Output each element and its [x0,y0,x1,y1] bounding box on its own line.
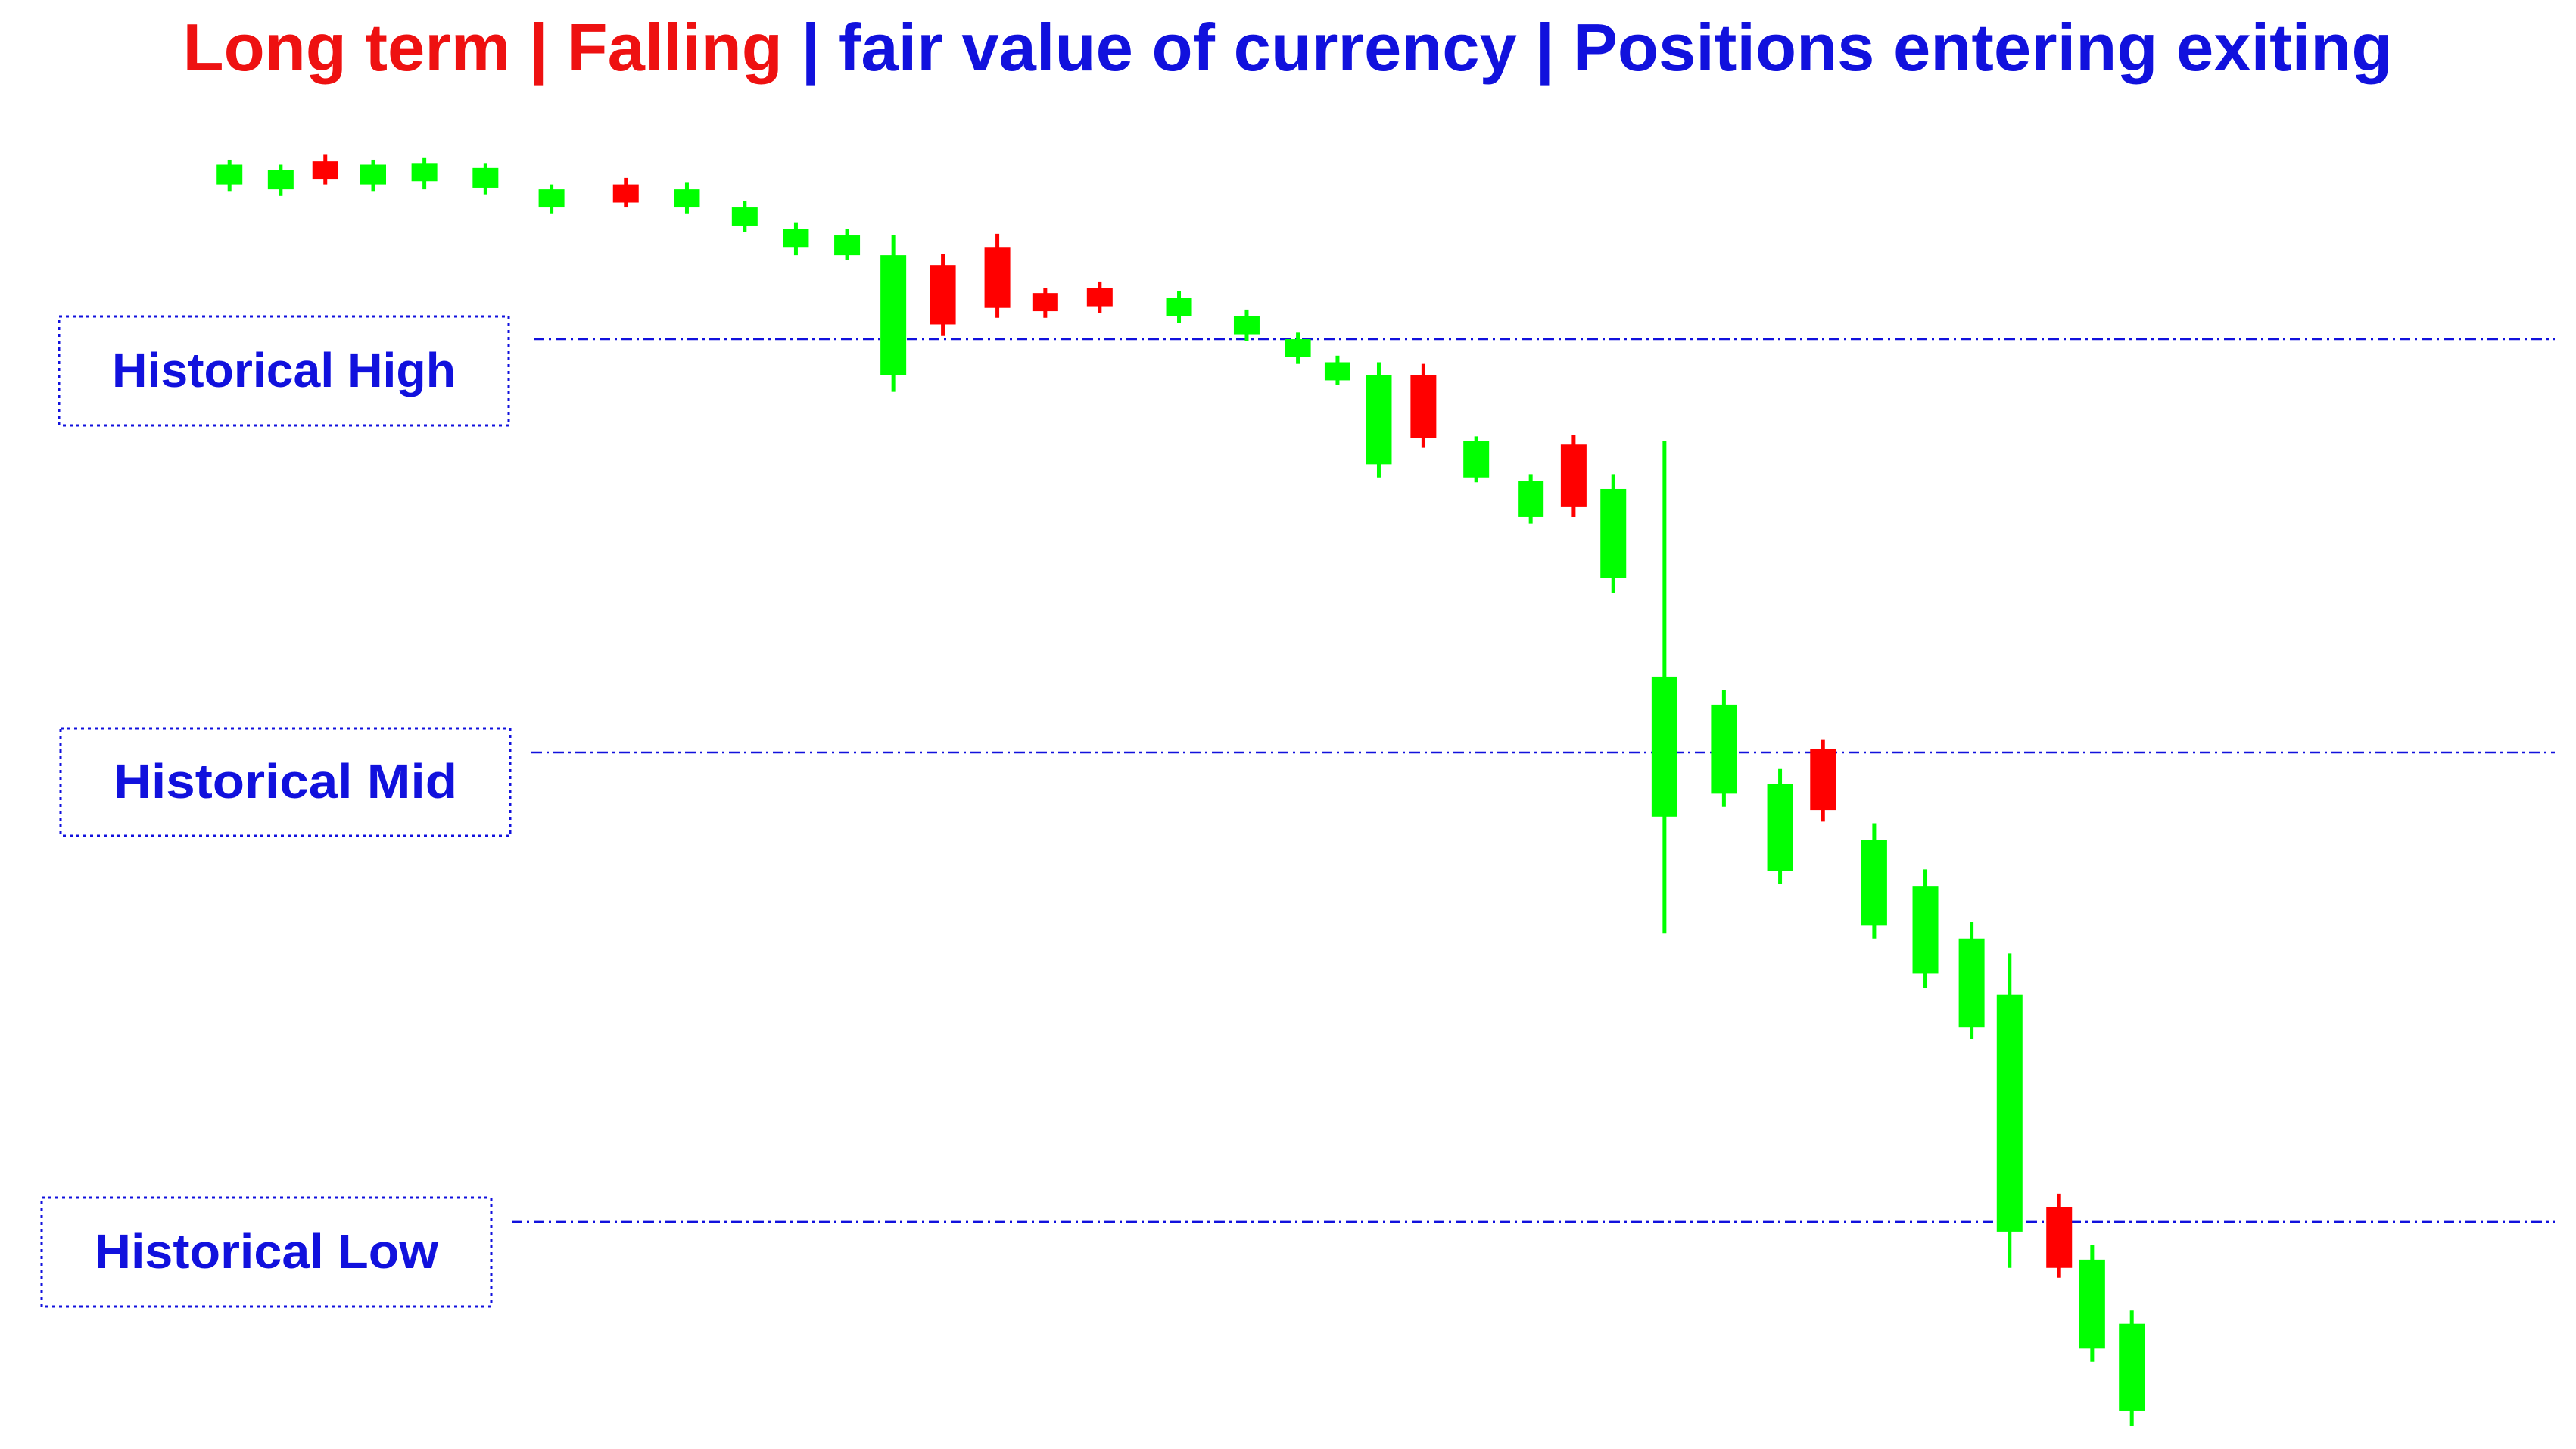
candle-body [1032,293,1058,312]
candle-body [360,164,386,185]
candle-body [984,247,1011,308]
candle-body [834,235,861,256]
candle-body [1560,444,1587,507]
level-box [58,315,510,427]
level-label: Historical Mid [114,754,457,809]
candle-body [1518,481,1544,517]
candle-body [1233,316,1260,335]
candle-body [1410,375,1437,438]
candle-body [1958,938,1985,1028]
level-label: Historical High [112,343,456,397]
candle-body [538,189,565,208]
candle-body [880,255,907,375]
candle-body [267,170,294,190]
candle-body [1861,840,1887,926]
candle-body [1996,994,2023,1232]
candle-body [1810,749,1836,811]
candle-body [1600,488,1627,578]
level-box [59,727,512,837]
candle-body [472,167,499,188]
candle-body [1651,676,1677,817]
candle-body [674,189,700,208]
candle-body [783,229,809,248]
level-label: Historical Low [95,1224,438,1279]
candle-body [612,184,639,203]
candle-body [1324,362,1350,381]
level-box [40,1196,493,1308]
candle-body [1166,298,1192,316]
title-part: Long term | [183,10,567,86]
candle-body [731,207,758,226]
title-part: | fair value of currency | Positions ent… [783,10,2393,86]
candle-body [1711,704,1737,794]
candle-body [2079,1259,2105,1349]
candle-body [312,161,338,180]
candle-body [1285,339,1311,357]
candle-body [1463,441,1490,478]
candle-body [2119,1323,2145,1411]
candle-body [1767,784,1793,871]
title-part: Falling [567,10,783,85]
candle-body [216,164,243,185]
candle-body [1366,375,1392,465]
candle-body [1086,288,1113,307]
candle-body [411,163,438,182]
chart-title: Long term | Falling | fair value of curr… [183,10,2393,86]
candle-body [930,265,956,325]
candle-body [1912,886,1939,974]
candle-body [2046,1207,2073,1268]
